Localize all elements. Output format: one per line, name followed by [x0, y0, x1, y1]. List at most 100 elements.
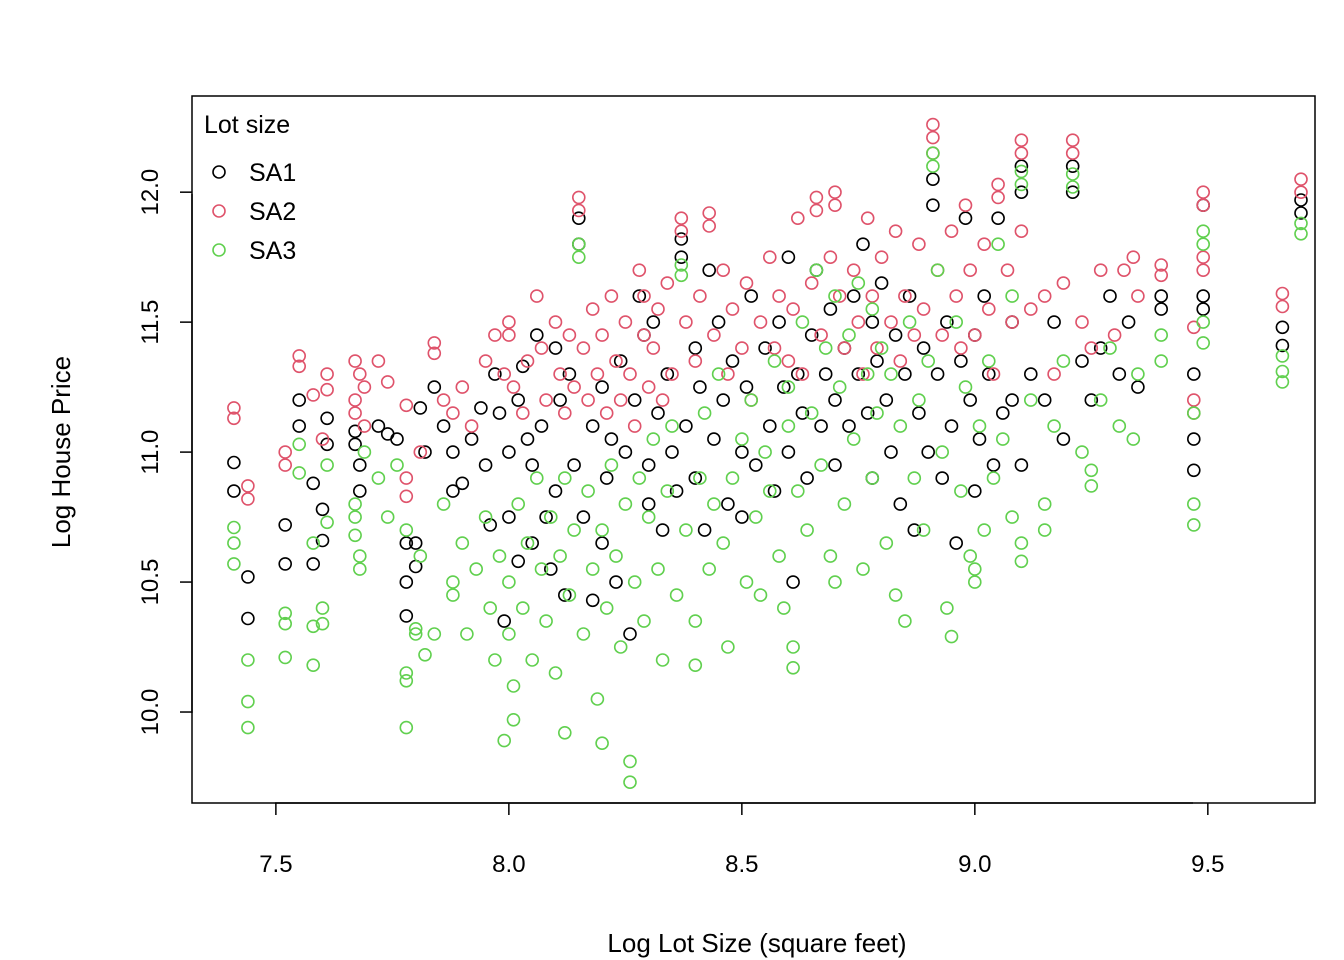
data-point-sa2	[1037, 289, 1052, 303]
data-point-sa2	[790, 211, 805, 225]
data-point-sa2	[399, 398, 414, 413]
data-point-sa1	[711, 315, 726, 329]
data-point-sa2	[623, 367, 637, 381]
data-point-sa1	[786, 575, 800, 589]
data-point-sa1	[693, 380, 707, 394]
data-point-sa3	[665, 419, 679, 433]
data-point-sa2	[502, 328, 516, 342]
data-point-sa2	[786, 302, 800, 316]
data-point-sa1	[674, 250, 689, 265]
data-point-sa1	[725, 354, 740, 368]
data-point-sa2	[464, 419, 479, 433]
data-point-sa2	[357, 419, 372, 433]
data-point-sa1	[646, 315, 661, 329]
data-point-sa3	[646, 432, 661, 446]
data-point-sa2	[958, 198, 973, 212]
data-point-sa3	[725, 471, 740, 485]
data-point-sa1	[539, 510, 553, 524]
data-point-sa1	[543, 562, 558, 576]
data-point-sa2	[693, 289, 707, 303]
data-point-sa1	[1275, 338, 1290, 353]
data-point-sa2	[539, 393, 553, 407]
data-point-sa3	[944, 629, 959, 644]
data-point-sa2	[851, 315, 866, 329]
data-point-sa2	[348, 393, 362, 407]
data-point-sa3	[315, 601, 330, 615]
data-point-sa1	[1014, 458, 1029, 472]
data-point-sa3	[399, 673, 414, 688]
data-point-sa3	[1037, 523, 1052, 537]
data-point-sa3	[651, 562, 665, 576]
data-point-sa1	[595, 380, 609, 394]
data-point-sa1	[371, 419, 386, 433]
data-point-sa2	[1154, 268, 1168, 283]
data-point-sa1	[413, 401, 428, 415]
data-point-sa3	[618, 497, 633, 511]
data-point-sa3	[674, 258, 689, 272]
data-point-sa1	[1084, 393, 1099, 407]
data-point-sa3	[567, 523, 581, 537]
data-point-sa3	[399, 666, 414, 680]
data-point-sa2	[1065, 133, 1080, 147]
data-point-sa3	[842, 328, 856, 342]
data-point-sa3	[585, 562, 600, 576]
data-point-sa2	[627, 419, 642, 433]
data-point-sa3	[320, 458, 334, 472]
data-point-sa1	[921, 445, 936, 459]
data-point-sa3	[716, 536, 731, 550]
data-point-sa3	[674, 268, 689, 283]
data-point-sa3	[921, 354, 936, 368]
data-point-sa1	[846, 289, 861, 303]
data-point-sa3	[520, 536, 535, 550]
data-point-sa2	[702, 219, 717, 233]
plot-area-frame	[191, 95, 1316, 804]
data-point-sa1	[767, 484, 782, 498]
data-point-sa3	[735, 432, 749, 446]
data-point-sa3	[902, 315, 917, 329]
data-point-sa1	[1024, 367, 1038, 381]
data-point-sa1	[1103, 289, 1117, 303]
data-point-sa3	[357, 445, 372, 459]
data-point-sa2	[865, 289, 880, 303]
data-point-sa2	[1093, 263, 1108, 278]
data-point-sa1	[408, 536, 423, 550]
data-point-sa1	[534, 419, 549, 433]
data-point-sa2	[674, 224, 689, 238]
data-point-sa2	[576, 341, 591, 355]
data-point-sa1	[744, 289, 759, 303]
data-point-sa3	[912, 393, 926, 407]
data-point-sa3	[1154, 328, 1168, 342]
data-point-sa3	[292, 466, 307, 480]
data-point-sa2	[529, 289, 544, 303]
data-point-sa3	[846, 432, 861, 446]
data-point-sa2	[399, 471, 414, 485]
data-point-sa2	[1005, 315, 1019, 329]
data-point-sa2	[954, 341, 968, 355]
data-point-sa3	[227, 536, 241, 550]
data-point-sa1	[879, 393, 894, 407]
data-point-sa3	[1014, 164, 1029, 179]
data-point-sa3	[1056, 354, 1071, 368]
data-point-sa2	[292, 359, 307, 374]
data-point-sa3	[613, 640, 628, 654]
data-point-sa1	[227, 455, 241, 470]
data-point-sa1	[1275, 320, 1290, 335]
data-point-sa1	[1056, 432, 1071, 446]
data-point-sa1	[576, 510, 591, 524]
data-point-sa3	[884, 367, 898, 381]
data-point-sa3	[926, 159, 940, 173]
data-point-sa1	[702, 263, 717, 278]
data-point-sa3	[1014, 536, 1029, 550]
data-point-sa3	[623, 775, 637, 790]
data-point-sa3	[707, 497, 721, 511]
data-point-sa3	[525, 653, 540, 667]
data-point-sa2	[1154, 258, 1168, 272]
data-point-sa3	[455, 536, 470, 550]
data-point-sa3	[548, 666, 563, 680]
data-point-sa1	[958, 211, 973, 225]
data-point-sa1	[944, 419, 959, 433]
x-tick-label: 8.5	[725, 851, 758, 878]
data-point-sa3	[320, 515, 334, 530]
data-point-sa1	[721, 497, 735, 511]
